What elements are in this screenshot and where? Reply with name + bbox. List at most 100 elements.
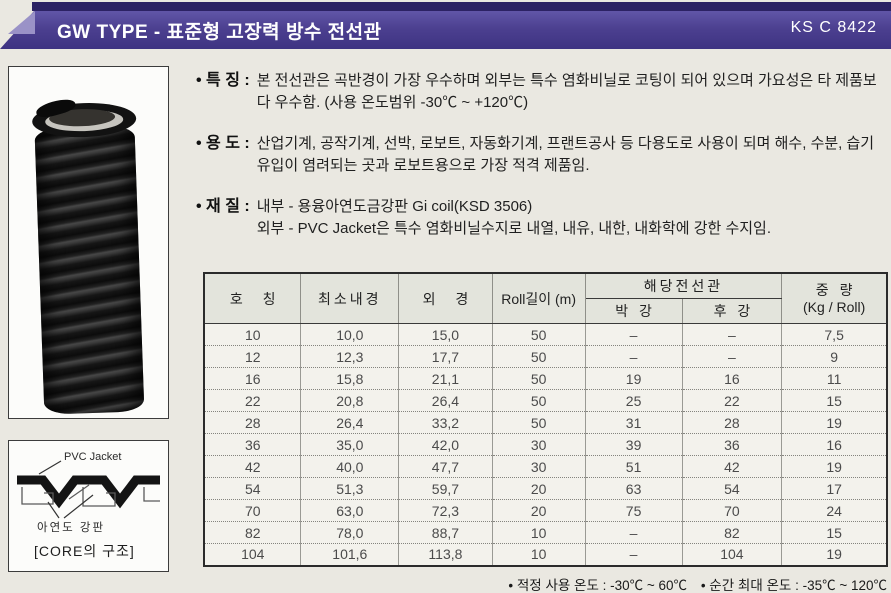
cell: 104 xyxy=(682,543,783,566)
product-photo-frame xyxy=(8,66,169,419)
col-header-weight: 중 량 (Kg / Roll) xyxy=(781,272,888,324)
ribbon-bar xyxy=(0,11,891,49)
col-header-thin: 박 강 xyxy=(584,298,683,324)
cell: 35,0 xyxy=(300,433,400,456)
steel-interlock-right xyxy=(82,487,116,507)
cell: 19 xyxy=(781,411,887,434)
cell: 40,0 xyxy=(300,455,400,478)
cell: 16 xyxy=(682,367,783,390)
cell: 11 xyxy=(781,367,887,390)
spec-table: 호 칭 최소내경 외 경 Roll길이 (m) 해당전선관 중 량 (Kg / … xyxy=(203,272,888,567)
cell: 10,0 xyxy=(300,323,400,346)
steel-leader-line-1 xyxy=(47,501,60,519)
spec-table-body: 10 10,0 15,0 50– –7,5 12 12,3 17,7 50– –9 16 15,8… xyxy=(204,323,887,566)
cell: 63 xyxy=(585,477,683,500)
cell: 26,4 xyxy=(398,389,493,412)
cell: 22 xyxy=(204,389,302,412)
cell: 31 xyxy=(585,411,683,434)
cell: 30 xyxy=(492,455,586,478)
cell: 88,7 xyxy=(398,521,493,544)
table-row: 82 78,0 88,7 10–82 15 xyxy=(204,521,887,544)
cell: 63,0 xyxy=(300,499,400,522)
cell: – xyxy=(585,543,683,566)
cell: 9 xyxy=(781,345,887,368)
cell: 10 xyxy=(492,521,586,544)
ribbon-fold-corner xyxy=(8,11,35,34)
cell: 70 xyxy=(682,499,783,522)
usage-text: 산업기계, 공작기계, 선박, 로보트, 자동화기계, 프랜트공사 등 다용도로… xyxy=(256,135,875,174)
standard-code: KS C 8422 xyxy=(790,19,877,36)
cell: 25 xyxy=(585,389,683,412)
steel-leader-line-2 xyxy=(63,494,94,519)
cell: 19 xyxy=(781,543,887,566)
cell: 7,5 xyxy=(781,323,887,346)
material-text: 내부 - 용융아연도금강판 Gi coil(KSD 3506) 외부 - PVC… xyxy=(256,198,772,237)
cell: – xyxy=(682,345,783,368)
core-cross-section-drawing: PVC Jacket 아연도 강판 [CORE의 구조] xyxy=(17,451,160,559)
description-block: • 특 징 : 본 전선관은 곡반경이 가장 우수하며 외부는 특수 염화비닐로… xyxy=(196,70,890,259)
cell: 21,1 xyxy=(398,367,493,390)
cell: 12 xyxy=(204,345,302,368)
cell: 28 xyxy=(204,411,302,434)
cell: 54 xyxy=(682,477,783,500)
pvc-jacket-band xyxy=(17,475,160,509)
cell: 22 xyxy=(682,389,783,412)
cell: 19 xyxy=(781,455,887,478)
cell: 113,8 xyxy=(398,543,493,566)
material-row: • 재 질 : 내부 - 용융아연도금강판 Gi coil(KSD 3506) … xyxy=(196,196,890,240)
jacket-leader-line xyxy=(38,460,62,475)
steel-interlock-end xyxy=(143,487,160,502)
usage-label: • 용 도 : xyxy=(196,135,250,152)
cell: 26,4 xyxy=(300,411,400,434)
cell: 36 xyxy=(204,433,302,456)
ribbon-top-strip xyxy=(32,2,891,11)
cell: 70 xyxy=(204,499,302,522)
cell: 10 xyxy=(492,543,586,566)
temperature-footnote: • 적정 사용 온도 : -30℃ ~ 60℃ • 순간 최대 온도 : -35… xyxy=(498,574,887,593)
cell: – xyxy=(682,323,783,346)
col-header-od: 외 경 xyxy=(398,272,493,324)
col-header-weight-line1: 중 량 xyxy=(815,281,853,298)
cell: 16 xyxy=(781,433,887,456)
cell: 101,6 xyxy=(300,543,400,566)
cell: 12,3 xyxy=(300,345,400,368)
steel-strip-line xyxy=(68,484,90,500)
table-row: 42 40,0 47,7 30 51 42 19 xyxy=(204,455,887,478)
usage-row: • 용 도 : 산업기계, 공작기계, 선박, 로보트, 자동화기계, 프랜트공… xyxy=(196,133,890,177)
feature-text: 본 전선관은 곡반경이 가장 우수하며 외부는 특수 염화비닐로 코팅이 되어 … xyxy=(256,72,877,111)
cell: 54 xyxy=(204,477,302,500)
cell: 50 xyxy=(492,367,586,390)
feature-row: • 특 징 : 본 전선관은 곡반경이 가장 우수하며 외부는 특수 염화비닐로… xyxy=(196,70,890,114)
cell: 51 xyxy=(585,455,683,478)
cell: 51,3 xyxy=(300,477,400,500)
cell: 15,0 xyxy=(398,323,493,346)
table-row: 36 35,0 42,0 30 39 36 16 xyxy=(204,433,887,456)
cell: 17 xyxy=(781,477,887,500)
conduit-photo xyxy=(31,95,147,415)
footnote-operating-temp: • 적정 사용 온도 : -30℃ ~ 60℃ xyxy=(508,578,688,593)
cell: 50 xyxy=(492,411,586,434)
cell: 78,0 xyxy=(300,521,400,544)
cell: 20 xyxy=(492,477,586,500)
feature-label: • 특 징 : xyxy=(196,72,250,89)
cell: 10 xyxy=(204,323,302,346)
col-header-roll: Roll길이 (m) xyxy=(491,272,586,324)
table-row: 10 10,0 15,0 50– –7,5 xyxy=(204,323,887,346)
table-row: 54 51,3 59,7 20 63 54 17 xyxy=(204,477,887,500)
cell: 15 xyxy=(781,389,887,412)
table-row: 104 101,6 113,8 10–104 19 xyxy=(204,543,887,566)
cell: 20 xyxy=(492,499,586,522)
table-row: 16 15,8 21,1 50 19 16 11 xyxy=(204,367,887,390)
cell: 28 xyxy=(682,411,783,434)
col-header-min-id: 최소내경 xyxy=(300,272,400,324)
pvc-jacket-label: PVC Jacket xyxy=(64,451,121,463)
cell: 42 xyxy=(204,455,302,478)
material-label: • 재 질 : xyxy=(196,198,250,215)
table-row: 12 12,3 17,7 50– –9 xyxy=(204,345,887,368)
cell: – xyxy=(585,521,683,544)
cell: 15 xyxy=(781,521,887,544)
cell: 16 xyxy=(204,367,302,390)
cell: 50 xyxy=(492,323,586,346)
cell: 82 xyxy=(204,521,302,544)
